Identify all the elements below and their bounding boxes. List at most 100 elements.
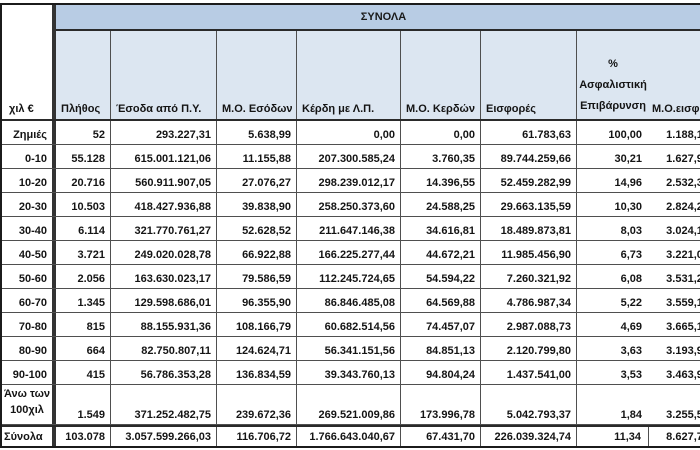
data-cell[interactable]: 124.624,71 — [217, 337, 297, 360]
data-cell[interactable]: 52 — [56, 121, 111, 144]
data-cell[interactable]: 258.250.373,60 — [297, 193, 401, 216]
data-cell[interactable]: 1.345 — [56, 289, 111, 312]
data-cell[interactable]: 86.846.485,08 — [297, 289, 401, 312]
data-cell[interactable]: 163.630.023,17 — [111, 265, 217, 288]
data-cell[interactable]: 129.598.686,01 — [111, 289, 217, 312]
row-label[interactable]: 30-40 — [2, 217, 56, 240]
data-cell[interactable]: 2.120.799,80 — [481, 337, 577, 360]
totals-cell[interactable]: 226.039.324,74 — [481, 427, 577, 446]
data-cell[interactable]: 415 — [56, 361, 111, 384]
totals-cell[interactable]: 3.057.599.266,03 — [111, 427, 217, 446]
column-header[interactable]: Μ.Ο.εισφ — [652, 103, 700, 115]
row-label[interactable]: 50-60 — [2, 265, 56, 288]
data-cell[interactable]: 6,08 — [620, 273, 642, 285]
row-label[interactable]: 0-10 — [2, 145, 56, 168]
data-cell[interactable]: 269.521.009,86 — [297, 385, 401, 424]
data-cell[interactable]: 2.056 — [56, 265, 111, 288]
column-header[interactable]: Μ.Ο. Εσόδων — [217, 31, 297, 119]
data-cell[interactable]: 136.834,59 — [217, 361, 297, 384]
data-cell[interactable]: 44.672,21 — [401, 241, 481, 264]
data-cell[interactable]: 0,00 — [401, 121, 481, 144]
data-cell[interactable]: 3,63 — [620, 345, 642, 357]
totals-cell[interactable]: 11,34 — [577, 427, 649, 446]
data-cell[interactable]: 615.001.121,06 — [111, 145, 217, 168]
row-label[interactable]: Ζημιές — [2, 121, 56, 144]
data-cell[interactable]: 10.503 — [56, 193, 111, 216]
data-cell[interactable]: 56.786.353,28 — [111, 361, 217, 384]
data-cell[interactable]: 371.252.482,75 — [111, 385, 217, 424]
data-cell[interactable]: 74.457,07 — [401, 313, 481, 336]
data-cell[interactable]: 1.188,15 — [666, 129, 700, 141]
data-cell[interactable]: 2.532,31 — [666, 177, 700, 189]
data-cell[interactable]: 560.911.907,05 — [111, 169, 217, 192]
data-cell[interactable]: 61.783,63 — [481, 121, 577, 144]
row-label[interactable]: 90-100 — [2, 361, 56, 384]
data-cell[interactable]: 64.569,88 — [401, 289, 481, 312]
data-cell[interactable]: 29.663.135,59 — [481, 193, 577, 216]
data-cell[interactable]: 2.987.088,73 — [481, 313, 577, 336]
data-cell[interactable]: 6,73 — [620, 249, 642, 261]
data-cell[interactable]: 5,22 — [620, 297, 642, 309]
totals-cell[interactable]: 1.766.643.040,67 — [297, 427, 401, 446]
data-cell[interactable]: 11.155,88 — [217, 145, 297, 168]
data-cell[interactable]: 30,21 — [614, 153, 642, 165]
column-header[interactable]: Κέρδη με Λ.Π. — [297, 31, 401, 119]
data-cell[interactable]: 54.594,22 — [401, 265, 481, 288]
data-cell[interactable]: 3.255,52 — [666, 409, 700, 421]
data-cell[interactable]: 4,69 — [620, 321, 642, 333]
data-cell[interactable]: 66.922,88 — [217, 241, 297, 264]
data-cell[interactable]: 89.744.259,66 — [481, 145, 577, 168]
data-cell[interactable]: 3.463,95 — [666, 369, 700, 381]
data-cell[interactable]: 418.427.936,88 — [111, 193, 217, 216]
data-cell[interactable]: 4.786.987,34 — [481, 289, 577, 312]
data-cell[interactable]: 3,53 — [620, 369, 642, 381]
data-cell[interactable]: 39.343.760,13 — [297, 361, 401, 384]
data-cell[interactable]: 39.838,90 — [217, 193, 297, 216]
data-cell[interactable]: 60.682.514,56 — [297, 313, 401, 336]
data-cell[interactable]: 815 — [56, 313, 111, 336]
row-label[interactable]: 10-20 — [2, 169, 56, 192]
data-cell[interactable]: 18.489.873,81 — [481, 217, 577, 240]
data-cell[interactable]: 108.166,79 — [217, 313, 297, 336]
data-cell[interactable]: 56.341.151,56 — [297, 337, 401, 360]
data-cell[interactable]: 11.985.456,90 — [481, 241, 577, 264]
data-cell[interactable]: 20.716 — [56, 169, 111, 192]
data-cell[interactable]: 211.647.146,38 — [297, 217, 401, 240]
data-cell[interactable]: 14,96 — [614, 177, 642, 189]
row-label[interactable]: Άνω των 100χιλ — [2, 385, 56, 424]
data-cell[interactable]: 27.076,27 — [217, 169, 297, 192]
data-cell[interactable]: 82.750.807,11 — [111, 337, 217, 360]
data-cell[interactable]: 8,03 — [620, 225, 642, 237]
row-label[interactable]: 40-50 — [2, 241, 56, 264]
data-cell[interactable]: 84.851,13 — [401, 337, 481, 360]
column-header[interactable]: Πλήθος — [56, 31, 111, 119]
data-cell[interactable]: 112.245.724,65 — [297, 265, 401, 288]
data-cell[interactable]: 293.227,31 — [111, 121, 217, 144]
column-header[interactable]: Εισφορές — [481, 31, 577, 119]
data-cell[interactable]: 14.396,55 — [401, 169, 481, 192]
data-cell[interactable]: 3.531,28 — [666, 273, 700, 285]
data-cell[interactable]: 52.459.282,99 — [481, 169, 577, 192]
data-cell[interactable]: 3.665,14 — [666, 321, 700, 333]
data-cell[interactable]: 5.042.793,37 — [481, 385, 577, 424]
data-cell[interactable]: 10,30 — [614, 201, 642, 213]
data-cell[interactable]: 2.824,25 — [666, 201, 700, 213]
data-cell[interactable]: 298.239.012,17 — [297, 169, 401, 192]
data-cell[interactable]: 3.721 — [56, 241, 111, 264]
totals-row-label[interactable]: Σύνολα — [2, 427, 56, 446]
data-cell[interactable]: 166.225.277,44 — [297, 241, 401, 264]
corner-unit-label[interactable]: χιλ € — [2, 5, 56, 119]
row-label[interactable]: 80-90 — [2, 337, 56, 360]
data-cell[interactable]: 321.770.761,27 — [111, 217, 217, 240]
data-cell[interactable]: 24.588,25 — [401, 193, 481, 216]
data-cell[interactable]: 5.638,99 — [217, 121, 297, 144]
column-header[interactable]: Έσοδα από Π.Υ. — [111, 31, 217, 119]
data-cell[interactable]: 207.300.585,24 — [297, 145, 401, 168]
data-cell[interactable]: 6.114 — [56, 217, 111, 240]
data-cell[interactable]: 1.437.541,00 — [481, 361, 577, 384]
data-cell[interactable]: 3.760,35 — [401, 145, 481, 168]
data-cell[interactable]: 664 — [56, 337, 111, 360]
data-cell[interactable]: 239.672,36 — [217, 385, 297, 424]
data-cell[interactable]: 1.549 — [56, 385, 111, 424]
data-cell[interactable]: 52.628,52 — [217, 217, 297, 240]
